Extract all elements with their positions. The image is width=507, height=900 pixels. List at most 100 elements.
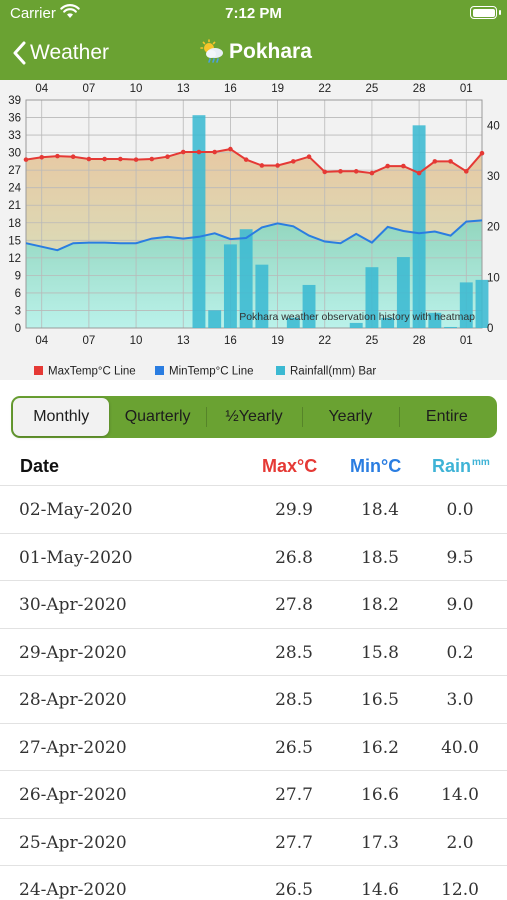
max-temp-point: [165, 154, 170, 160]
table-row[interactable]: 24-Apr-2020 26.5 14.6 12.0: [0, 866, 507, 900]
row-date: 25-Apr-2020: [19, 832, 127, 853]
left-axis-tick-label: 0: [15, 323, 21, 335]
left-axis-tick-label: 39: [8, 95, 21, 107]
min-temp-line: [25, 219, 483, 252]
max-temp-point: [86, 156, 92, 162]
left-axis-tick-label: 33: [8, 130, 21, 142]
legend-label: MaxTemp°C Line: [48, 366, 136, 378]
tab-entire[interactable]: Entire: [398, 398, 495, 436]
chart-svg: 0369121518212427303336390102030400404070…: [8, 83, 500, 378]
partly-cloudy-rain-icon: [200, 39, 223, 63]
carrier-label: Carrier: [10, 5, 56, 22]
rainfall-bar: [381, 317, 395, 328]
row-min-temp: 18.2: [361, 595, 399, 615]
rainfall-bar: [475, 279, 489, 328]
row-rainfall: 0.2: [446, 642, 474, 663]
top-axis-tick-label: 01: [460, 83, 473, 95]
rainfall-bar: [428, 312, 442, 328]
max-temp-point: [133, 157, 139, 162]
bottom-axis-tick-label: 16: [224, 335, 237, 347]
left-axis-tick-label: 3: [15, 305, 21, 317]
left-axis-tick-label: 36: [8, 113, 21, 125]
row-date: 28-Apr-2020: [19, 690, 127, 710]
legend-swatch: [34, 366, 43, 375]
max-temp-point: [149, 156, 155, 162]
table-row[interactable]: 02-May-2020 29.9 18.4 0.0: [0, 486, 507, 534]
back-label: Weather: [30, 41, 109, 64]
max-temp-point: [275, 163, 280, 168]
bottom-axis-tick-label: 25: [366, 335, 379, 347]
row-date: 29-Apr-2020: [19, 642, 127, 663]
max-temp-point: [39, 154, 45, 160]
tab-quarterly[interactable]: Quarterly: [124, 408, 191, 425]
row-max-temp: 29.9: [275, 500, 313, 520]
row-rainfall: 9.0: [446, 595, 474, 615]
max-temp-point: [353, 169, 359, 174]
rainfall-bar: [208, 310, 222, 328]
top-axis-tick-label: 28: [413, 83, 426, 95]
row-date: 01-May-2020: [19, 547, 133, 568]
tab-yearly[interactable]: ½Yearly: [205, 398, 302, 436]
max-temp-point: [432, 159, 438, 164]
header-rain-label: Rain: [432, 456, 472, 476]
table-row[interactable]: 27-Apr-2020 26.5 16.2 40.0: [0, 724, 507, 771]
max-temp-line: [25, 148, 483, 175]
rainfall-bar: [192, 115, 206, 328]
table-row[interactable]: 30-Apr-2020 27.8 18.2 9.0: [0, 581, 507, 629]
bottom-axis-tick-label: 07: [82, 335, 95, 347]
left-axis-tick-label: 9: [15, 270, 21, 282]
table-row[interactable]: 26-Apr-2020 27.7 16.6 14.0: [0, 771, 507, 819]
battery-tip: [499, 10, 501, 15]
wifi-icon: [60, 3, 80, 24]
top-axis-tick-label: 19: [271, 83, 284, 95]
period-segmented-control: Monthly Quarterly ½Yearly Yearly Entire: [11, 396, 497, 438]
top-axis-tick-label: 25: [366, 83, 379, 95]
top-axis-tick-label: 13: [177, 83, 190, 95]
max-temp-point: [23, 157, 29, 162]
right-axis-tick-label: 30: [487, 171, 500, 183]
navigation-bar: Weather Pokhara: [0, 28, 507, 80]
max-temp-point: [416, 170, 422, 176]
table-row[interactable]: 25-Apr-2020 27.7 17.3 2.0: [0, 819, 507, 866]
rainfall-bar: [286, 317, 300, 328]
table-row[interactable]: 01-May-2020 26.8 18.5 9.5: [0, 534, 507, 581]
tab-monthly[interactable]: Monthly: [13, 398, 110, 436]
right-axis-tick-label: 20: [487, 222, 500, 234]
left-axis-tick-label: 27: [8, 165, 21, 177]
back-button[interactable]: Weather: [12, 38, 109, 68]
rainfall-bar: [459, 282, 473, 328]
max-temp-point: [259, 163, 265, 168]
max-temp-point: [212, 149, 217, 155]
rainfall-bar: [444, 326, 457, 328]
max-temp-point: [180, 149, 186, 155]
page-title: Pokhara: [200, 39, 312, 65]
row-min-temp: 16.5: [361, 690, 399, 710]
max-temp-point: [118, 156, 123, 162]
header-rain: Rainmm: [432, 456, 490, 477]
left-axis-tick-label: 6: [15, 288, 21, 300]
plot-frame: [25, 99, 483, 329]
row-max-temp: 27.7: [275, 785, 313, 805]
left-axis-tick-label: 24: [8, 183, 21, 195]
table-row[interactable]: 28-Apr-2020 28.5 16.5 3.0: [0, 676, 507, 724]
row-min-temp: 18.5: [361, 547, 399, 568]
top-axis-tick-label: 07: [82, 83, 95, 95]
left-axis-tick-label: 18: [8, 218, 21, 230]
legend-swatch: [155, 366, 164, 375]
right-axis-tick-label: 40: [487, 120, 500, 132]
row-date: 30-Apr-2020: [19, 595, 127, 615]
header-min-temp: Min°C: [350, 456, 402, 476]
row-min-temp: 16.6: [361, 785, 399, 805]
right-axis-tick-label: 10: [487, 272, 500, 284]
tab-yearly[interactable]: Yearly: [302, 398, 398, 436]
left-axis-tick-label: 12: [8, 253, 21, 265]
row-rainfall: 40.0: [441, 737, 479, 758]
rainfall-bar: [365, 267, 379, 328]
max-temp-point: [322, 169, 328, 175]
left-axis-tick-label: 15: [8, 235, 21, 247]
max-temp-point: [228, 146, 233, 152]
row-min-temp: 15.8: [361, 642, 399, 663]
table-row[interactable]: 29-Apr-2020 28.5 15.8 0.2: [0, 629, 507, 676]
bottom-axis-tick-label: 19: [271, 335, 284, 347]
row-max-temp: 26.5: [275, 737, 313, 758]
